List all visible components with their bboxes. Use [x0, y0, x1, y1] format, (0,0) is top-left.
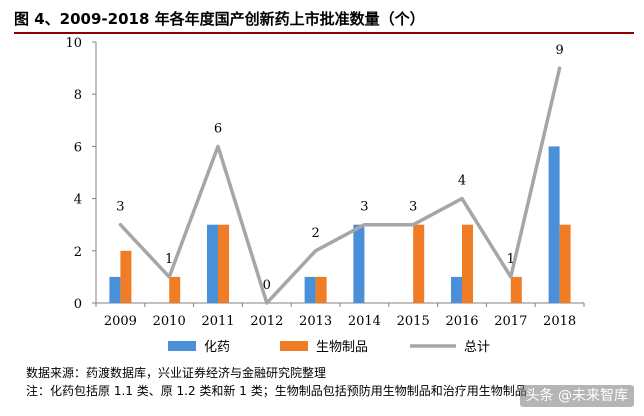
- legend-label: 化药: [204, 340, 230, 355]
- bar-bio-2018: [559, 224, 571, 303]
- x-tick-label: 2018: [543, 314, 576, 329]
- legend-label: 生物制品: [316, 340, 368, 355]
- data-label-2013: 2: [311, 226, 319, 241]
- data-label-2016: 4: [458, 174, 466, 189]
- legend-label: 总计: [464, 340, 490, 355]
- bar-chem-2016: [451, 276, 462, 303]
- chart-legend: 化药 生物制品 总计: [168, 340, 490, 355]
- y-tick-label: 0: [74, 297, 82, 312]
- bar-bio-2017: [510, 276, 522, 303]
- bar-bio-2013: [315, 276, 327, 303]
- bar-chem-2011: [207, 224, 218, 303]
- x-tick-label: 2016: [445, 314, 478, 329]
- bar-bio-2011: [218, 224, 229, 303]
- bar-chem-2018: [548, 146, 560, 303]
- y-tick-label: 10: [65, 36, 82, 51]
- bar-bio-2010: [169, 276, 181, 303]
- bar-chem-2013: [304, 276, 316, 303]
- chart-labels: 3 1 6 0 2 3 3 4 1 9: [116, 43, 563, 293]
- data-label-2017: 1: [507, 252, 515, 267]
- data-label-2014: 3: [360, 200, 368, 215]
- total-series-line: [118, 66, 562, 305]
- bar-bio-2015: [413, 224, 425, 303]
- figure-title: 图 4、2009-2018 年各年度国产创新药上市批准数量（个）: [14, 6, 634, 34]
- chart-bars: [109, 146, 571, 303]
- x-tick-label: 2015: [397, 314, 430, 329]
- x-tick-label: 2013: [299, 314, 332, 329]
- data-label-2011: 6: [214, 121, 222, 136]
- y-tick-label: 6: [74, 140, 82, 155]
- x-tick-label: 2010: [153, 314, 186, 329]
- bar-bio-2016: [462, 224, 473, 303]
- data-label-2009: 3: [116, 200, 124, 215]
- chart-line: [118, 66, 562, 305]
- x-tick-label: 2014: [348, 314, 381, 329]
- data-label-2012: 0: [263, 278, 271, 293]
- x-tick-label: 2017: [494, 314, 527, 329]
- y-tick-label: 2: [74, 245, 82, 260]
- legend-swatch-化药: [168, 341, 196, 351]
- footnote: 注：化药包括原 1.1 类、原 1.2 类和新 1 类；生物制品包括预防用生物制…: [26, 384, 527, 398]
- watermark: 头条 @未来智库: [519, 385, 634, 407]
- y-tick-label: 8: [74, 88, 82, 103]
- data-label-2015: 3: [409, 200, 417, 215]
- y-tick-label: 4: [74, 193, 82, 208]
- bar-chem-2009: [109, 276, 121, 303]
- x-tick-label: 2011: [201, 314, 234, 329]
- data-label-2010: 1: [165, 252, 173, 267]
- data-source: 数据来源：药渡数据库，兴业证券经济与金融研究院整理: [26, 366, 327, 380]
- data-label-2018: 9: [555, 43, 563, 58]
- bar-chem-2014: [353, 224, 365, 303]
- x-tick-label: 2009: [104, 314, 137, 329]
- bar-bio-2009: [120, 250, 132, 303]
- legend-swatch-生物制品: [280, 341, 308, 351]
- x-tick-label: 2012: [250, 314, 283, 329]
